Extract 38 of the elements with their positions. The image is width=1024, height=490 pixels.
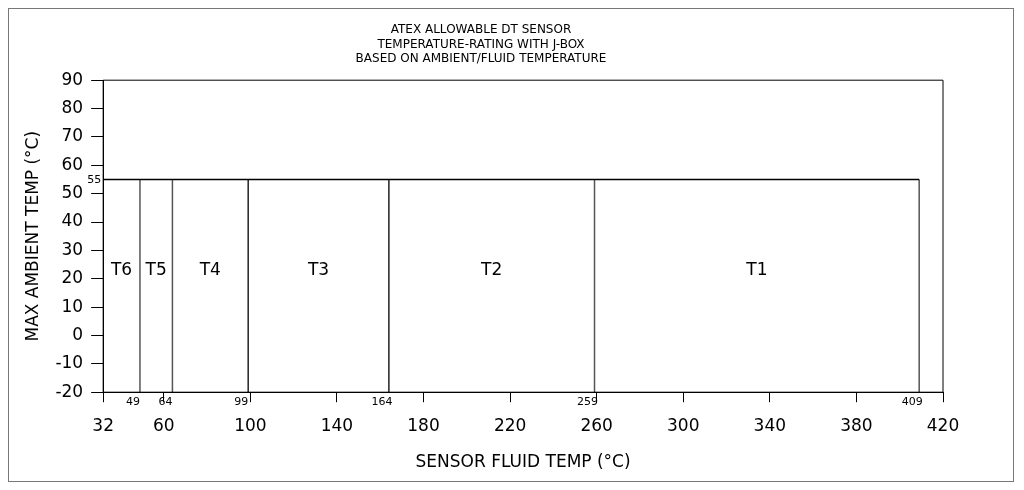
x-tick-label: 220: [493, 414, 527, 435]
x-tick-label: 260: [580, 414, 613, 435]
y-tick-label: 0: [72, 323, 84, 344]
x-tick-label: 140: [320, 414, 354, 435]
y-tick-label: 80: [61, 96, 84, 117]
annotation: 55: [87, 172, 102, 186]
y-tick-label: 60: [61, 153, 84, 174]
annotation: T2: [480, 259, 503, 280]
x-tick-label: 180: [407, 414, 440, 435]
y-tick-label: 20: [61, 267, 84, 288]
chart-title: ATEX ALLOWABLE DT SENSOR: [390, 22, 572, 37]
chart-subtitle: TEMPERATURE-RATING WITH J-BOX BASED ON AMBIENT/FLUID TEMPERATURE: [355, 36, 607, 66]
y-tick-label: 30: [61, 238, 84, 259]
annotation: 164: [371, 394, 393, 408]
y-tick-label: 70: [61, 125, 84, 146]
x-tick-label: 60: [152, 414, 175, 435]
y-tick-label: 90: [61, 68, 84, 89]
annotation: T6: [109, 259, 133, 280]
y-tick-label: 10: [61, 295, 84, 316]
x-axis-title: SENSOR FLUID TEMP (°C): [415, 451, 631, 472]
y-tick-label: -20: [55, 380, 84, 401]
x-tick-label: 340: [753, 414, 787, 435]
x-tick-label: 300: [667, 414, 700, 435]
annotation: 409: [901, 394, 923, 408]
x-tick-label: 420: [926, 414, 960, 435]
annotation: T1: [745, 259, 768, 280]
annotation: 49: [125, 394, 140, 408]
y-tick-label: -10: [55, 352, 84, 373]
annotation: T4: [198, 259, 221, 280]
annotation: 99: [234, 394, 249, 408]
y-tick-label: 50: [61, 182, 84, 203]
x-tick-label: 380: [840, 414, 873, 435]
annotation: T5: [144, 259, 167, 280]
annotation: T3: [306, 259, 330, 280]
y-tick-label: 40: [61, 210, 84, 231]
x-tick-label: 32: [92, 414, 114, 435]
x-tick-label: 100: [234, 414, 267, 435]
y-axis-title: MAX AMBIENT TEMP (°C): [21, 130, 42, 342]
